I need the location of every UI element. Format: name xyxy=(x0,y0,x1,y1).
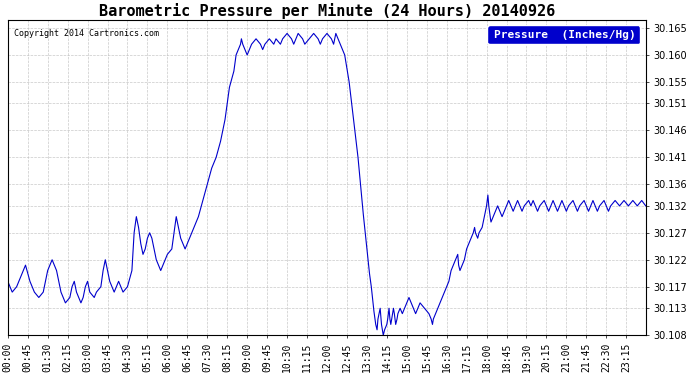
Title: Barometric Pressure per Minute (24 Hours) 20140926: Barometric Pressure per Minute (24 Hours… xyxy=(99,3,555,19)
Legend: Pressure  (Inches/Hg): Pressure (Inches/Hg) xyxy=(487,26,640,44)
Text: Copyright 2014 Cartronics.com: Copyright 2014 Cartronics.com xyxy=(14,29,159,38)
